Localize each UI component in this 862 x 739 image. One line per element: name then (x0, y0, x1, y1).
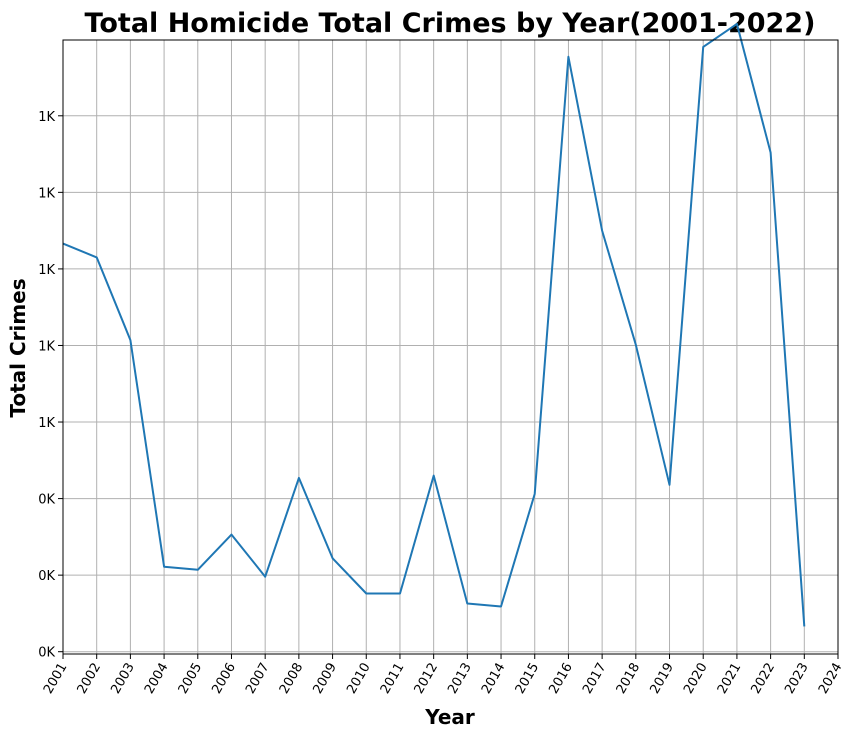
x-tick-label: 2006 (209, 661, 239, 697)
x-tick-label: 2023 (782, 661, 812, 697)
x-tick-label: 2019 (647, 661, 677, 697)
x-tick-label: 2016 (546, 661, 576, 697)
series-group (62, 22, 806, 627)
x-tick-label: 2017 (580, 661, 610, 697)
x-tick-label: 2014 (479, 661, 509, 697)
x-tick-label: 2003 (108, 661, 138, 697)
y-tick-label: 0K (38, 493, 55, 508)
y-axis-label: Total Crimes (6, 278, 30, 417)
x-tick-label: 2011 (378, 661, 408, 697)
chart-title: Total Homicide Total Crimes by Year(2001… (85, 8, 816, 39)
x-tick-label: 2015 (513, 661, 543, 697)
y-tick-label: 1K (38, 416, 55, 431)
x-tick-label: 2021 (715, 661, 745, 697)
x-tick-label: 2002 (75, 661, 105, 697)
y-tick-label: 1K (38, 110, 55, 125)
y-tick-label: 1K (38, 339, 55, 354)
plot-frame (62, 39, 839, 655)
x-tick-label: 2009 (310, 661, 340, 697)
x-axis-label: Year (424, 705, 475, 729)
x-tick-label: 2018 (614, 661, 644, 697)
x-tick-label: 2010 (344, 661, 374, 697)
x-tick-label: 2022 (749, 661, 779, 697)
x-tick-label: 2008 (277, 661, 307, 697)
x-tick-label: 2013 (445, 661, 475, 697)
x-axis: 2001 2002 2003 2004 2005 2006 2007 2008 2009 2010… (41, 654, 846, 697)
grid (62, 40, 839, 654)
x-tick-label: 2020 (681, 661, 711, 697)
x-tick-label: 2024 (816, 661, 846, 697)
x-tick-label: 2005 (176, 661, 206, 697)
x-tick-label: 2004 (142, 661, 172, 697)
series-line (62, 22, 806, 627)
y-tick-label: 1K (38, 263, 55, 278)
x-tick-label: 2007 (243, 661, 273, 697)
y-tick-label: 0K (38, 646, 55, 661)
y-tick-label: 0K (38, 569, 55, 584)
y-tick-label: 1K (38, 186, 55, 201)
x-tick-label: 2001 (41, 661, 71, 697)
y-axis: 0K 0K 0K 1K 1K 1K 1K 1K (38, 110, 63, 661)
x-tick-label: 2012 (412, 661, 442, 697)
